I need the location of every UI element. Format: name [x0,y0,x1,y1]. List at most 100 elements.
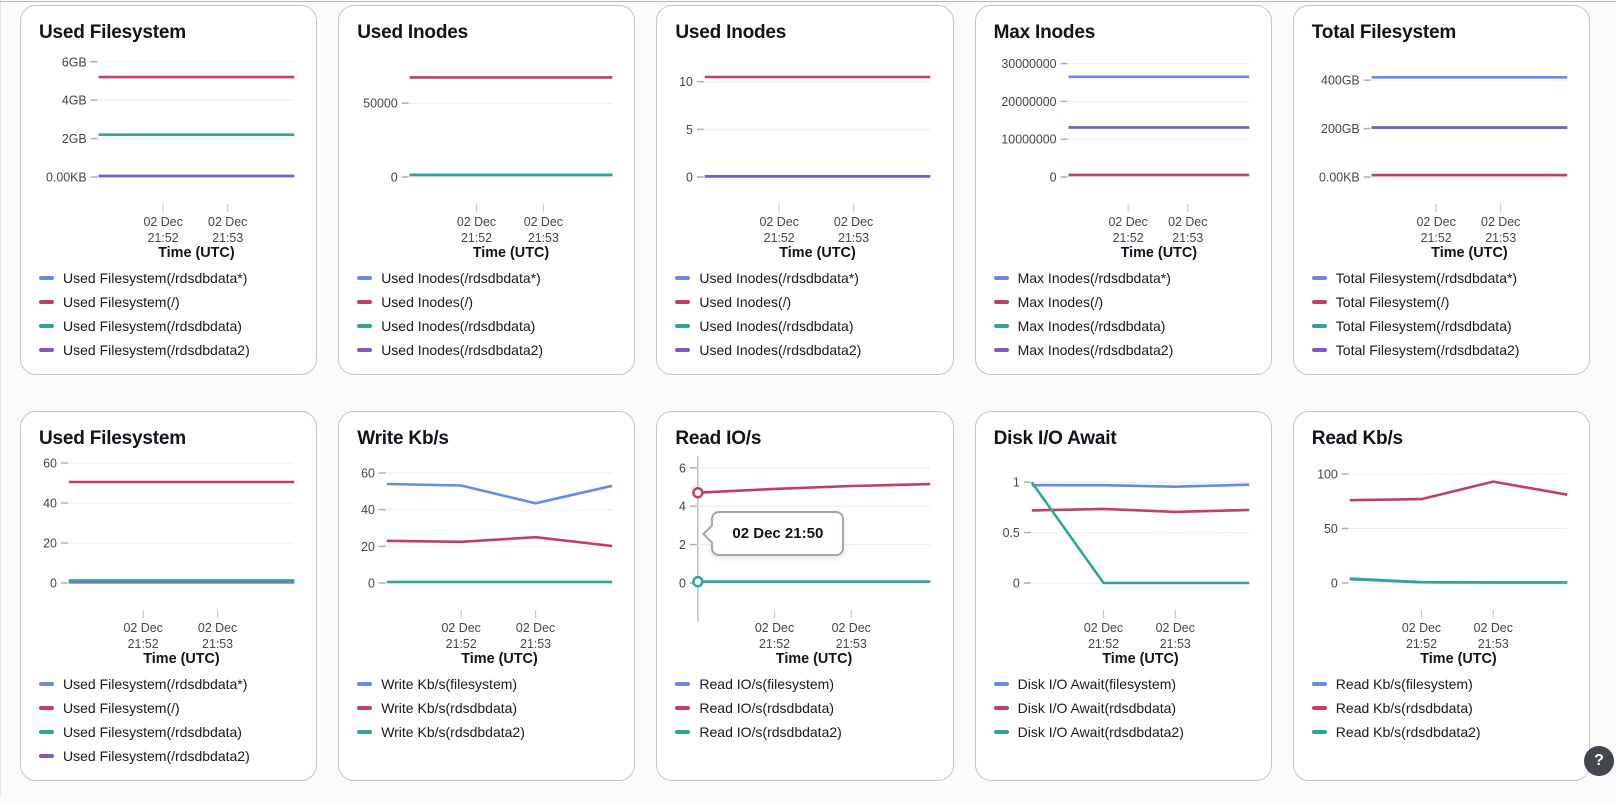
legend-item[interactable]: Used Inodes(/rdsdbdata*) [675,266,934,290]
series-line-blue [387,484,612,503]
y-tick-label: 0 [391,170,398,184]
legend-item[interactable]: Write Kb/s(rdsdbdata) [357,696,616,720]
x-tick-label: 21:52 [1420,231,1451,245]
chart-legend: Write Kb/s(filesystem)Write Kb/s(rdsdbda… [357,672,616,744]
x-tick-label: 21:52 [128,637,159,651]
tooltip-text: 02 Dec 21:50 [732,525,823,542]
y-tick-label: 4 [679,500,686,514]
legend-item[interactable]: Max Inodes(/) [994,290,1253,314]
legend-label: Used Filesystem(/rdsdbdata2) [63,342,250,358]
legend-item[interactable]: Write Kb/s(rdsdbdata2) [357,720,616,744]
help-button[interactable]: ? [1584,746,1614,776]
legend-swatch [1312,706,1327,711]
legend-item[interactable]: Used Inodes(/) [357,290,616,314]
legend-item[interactable]: Total Filesystem(/rdsdbdata2) [1312,338,1571,362]
legend-swatch [994,682,1009,687]
x-tick-label: 21:53 [1172,231,1203,245]
y-tick-label: 6 [679,461,686,475]
x-tick-label: 02 Dec [457,215,496,229]
legend-label: Disk I/O Await(rdsdbdata) [1018,700,1176,716]
x-tick-label: 21:53 [202,637,233,651]
series-line-red [1350,482,1567,501]
legend-item[interactable]: Read Kb/s(filesystem) [1312,672,1571,696]
legend-swatch [675,348,690,353]
legend-label: Read IO/s(rdsdbdata2) [699,724,841,740]
legend-label: Used Filesystem(/rdsdbdata) [63,724,242,740]
legend-item[interactable]: Max Inodes(/rdsdbdata) [994,314,1253,338]
series-line-red [1031,509,1248,512]
y-tick-label: 50000 [363,97,398,111]
chart-title: Used Filesystem [39,22,298,44]
x-tick-label: 21:53 [520,637,551,651]
x-tick-label: 21:53 [528,231,559,245]
legend-item[interactable]: Disk I/O Await(filesystem) [994,672,1253,696]
axis-title: Time (UTC) [1431,245,1508,261]
x-tick-label: 02 Dec [1402,621,1441,635]
legend-item[interactable]: Used Inodes(/rdsdbdata) [357,314,616,338]
legend-item[interactable]: Total Filesystem(/) [1312,290,1571,314]
legend-item[interactable]: Write Kb/s(filesystem) [357,672,616,696]
x-tick-label: 02 Dec [198,621,237,635]
legend-item[interactable]: Used Filesystem(/rdsdbdata2) [39,338,298,362]
legend-item[interactable]: Read IO/s(rdsdbdata) [675,696,934,720]
legend-item[interactable]: Used Inodes(/rdsdbdata2) [675,338,934,362]
legend-label: Used Inodes(/rdsdbdata2) [699,342,861,358]
legend-item[interactable]: Used Filesystem(/) [39,290,298,314]
legend-item[interactable]: Used Filesystem(/rdsdbdata2) [39,744,298,768]
series-line-red [387,537,612,546]
legend-item[interactable]: Read Kb/s(rdsdbdata) [1312,696,1571,720]
legend-swatch [1312,348,1327,353]
legend-item[interactable]: Used Inodes(/rdsdbdata) [675,314,934,338]
legend-label: Used Inodes(/) [699,294,791,310]
y-tick-label: 2GB [62,132,87,146]
legend-swatch [39,754,54,759]
y-tick-label: 0 [368,576,375,590]
y-tick-label: 6GB [62,55,87,69]
legend-item[interactable]: Used Inodes(/rdsdbdata*) [357,266,616,290]
legend-item[interactable]: Used Inodes(/) [675,290,934,314]
y-tick-label: 60 [361,466,375,480]
legend-item[interactable]: Disk I/O Await(rdsdbdata2) [994,720,1253,744]
legend-item[interactable]: Used Filesystem(/rdsdbdata*) [39,266,298,290]
x-tick-label: 21:53 [1159,637,1190,651]
legend-item[interactable]: Used Filesystem(/rdsdbdata*) [39,672,298,696]
legend-item[interactable]: Used Filesystem(/) [39,696,298,720]
legend-swatch [39,682,54,687]
x-tick-label: 21:52 [461,231,492,245]
legend-item[interactable]: Total Filesystem(/rdsdbdata) [1312,314,1571,338]
legend-item[interactable]: Disk I/O Await(rdsdbdata) [994,696,1253,720]
chart-legend: Used Inodes(/rdsdbdata*)Used Inodes(/)Us… [357,266,616,362]
x-tick-label: 21:52 [1406,637,1437,651]
legend-label: Used Filesystem(/rdsdbdata2) [63,748,250,764]
legend-item[interactable]: Read IO/s(filesystem) [675,672,934,696]
legend-item[interactable]: Total Filesystem(/rdsdbdata*) [1312,266,1571,290]
x-tick-label: 02 Dec [1473,621,1512,635]
axis-title: Time (UTC) [780,245,857,261]
x-tick-label: 21:52 [1112,231,1143,245]
x-tick-label: 02 Dec [1155,621,1194,635]
legend-item[interactable]: Used Filesystem(/rdsdbdata) [39,720,298,744]
legend-item[interactable]: Used Inodes(/rdsdbdata2) [357,338,616,362]
legend-item[interactable]: Used Filesystem(/rdsdbdata) [39,314,298,338]
legend-label: Used Filesystem(/rdsdbdata) [63,318,242,334]
legend-item[interactable]: Max Inodes(/rdsdbdata2) [994,338,1253,362]
legend-item[interactable]: Read Kb/s(rdsdbdata2) [1312,720,1571,744]
legend-item[interactable]: Max Inodes(/rdsdbdata*) [994,266,1253,290]
legend-item[interactable]: Read IO/s(rdsdbdata2) [675,720,934,744]
